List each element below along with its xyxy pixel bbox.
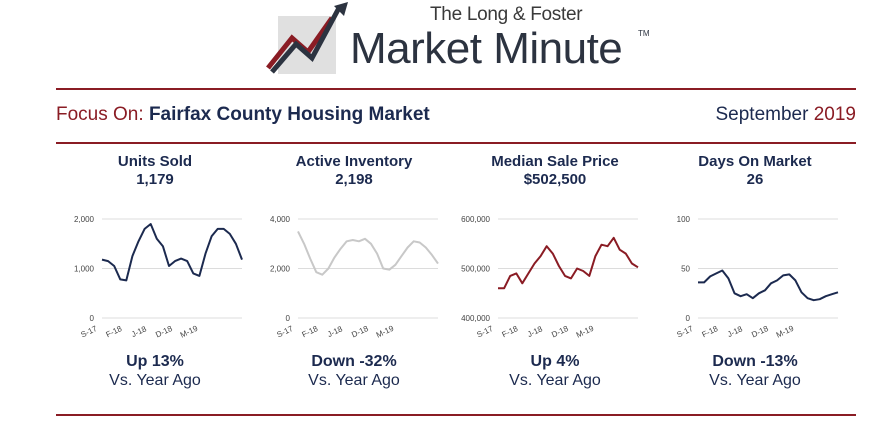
focus-prefix: Focus On: <box>56 104 144 125</box>
x-tick-label: F-18 <box>501 324 520 339</box>
y-tick-label: 0 <box>286 314 291 323</box>
chart-days-on-market: 0 50 100 S-17 F-18 J-18 D-18 M-19 <box>675 215 839 340</box>
focus-heading: Focus On: Fairfax County Housing Market <box>56 104 430 126</box>
x-tick-label: S-17 <box>675 324 695 340</box>
chart-units-sold: 0 1,000 2,000 S-17 F-18 J-18 D-18 M-19 <box>74 215 243 340</box>
focus-title: Fairfax County Housing Market <box>148 104 430 125</box>
panel-value: 26 <box>746 171 764 188</box>
brand-logo <box>262 0 662 80</box>
brand-subtitle: The Long & Foster <box>430 4 583 25</box>
x-tick-label: M-19 <box>375 324 396 340</box>
x-tick-label: D-18 <box>550 324 570 340</box>
x-tick-label: D-18 <box>154 324 174 340</box>
y-tick-label: 100 <box>677 215 691 224</box>
y-tick-label: 2,000 <box>270 265 291 274</box>
change-text: Up 13% <box>126 353 184 370</box>
y-tick-label: 50 <box>681 265 690 274</box>
panel-days-on-market-header: Days On Market 26 <box>655 153 855 189</box>
chart-arrow-logo-icon <box>266 2 348 74</box>
y-tick-label: 1,000 <box>74 265 95 274</box>
x-tick-label: M-19 <box>775 324 796 340</box>
x-tick-label: J-18 <box>726 324 744 339</box>
change-text: Up 4% <box>530 353 580 370</box>
x-tick-label: F-18 <box>105 324 124 339</box>
y-tick-label: 4,000 <box>270 215 291 224</box>
series-line <box>101 223 243 282</box>
y-tick-label: 500,000 <box>461 265 490 274</box>
panel-active-inventory-footer: Down -32% Vs. Year Ago <box>254 352 454 390</box>
comparison-text: Vs. Year Ago <box>509 372 601 389</box>
x-tick-label: D-18 <box>350 324 370 340</box>
series-line <box>498 236 639 290</box>
panel-value: 1,179 <box>136 171 174 188</box>
y-tick-label: 0 <box>686 314 691 323</box>
x-tick-label: S-17 <box>79 324 99 340</box>
x-tick-label: J-18 <box>130 324 148 339</box>
panel-active-inventory-header: Active Inventory 2,198 <box>254 153 454 189</box>
x-tick-label: S-17 <box>275 324 295 340</box>
x-tick-label: D-18 <box>750 324 770 340</box>
y-tick-label: 400,000 <box>461 314 490 323</box>
panel-title: Median Sale Price <box>491 153 619 170</box>
bottom-divider <box>56 414 856 416</box>
x-tick-label: F-18 <box>701 324 720 339</box>
report-period: September 2019 <box>715 104 856 126</box>
panel-days-on-market-footer: Down -13% Vs. Year Ago <box>655 352 855 390</box>
change-text: Down -32% <box>311 353 397 370</box>
x-tick-label: M-19 <box>575 324 596 340</box>
panel-title: Active Inventory <box>295 153 413 170</box>
x-tick-label: J-18 <box>326 324 344 339</box>
report-year: 2019 <box>813 104 856 125</box>
comparison-text: Vs. Year Ago <box>308 372 400 389</box>
y-tick-label: 600,000 <box>461 215 490 224</box>
top-divider <box>56 88 856 90</box>
x-tick-label: M-19 <box>179 324 200 340</box>
brand-title: Market Minute <box>350 24 623 73</box>
y-tick-label: 0 <box>90 314 95 323</box>
panel-median-price-footer: Up 4% Vs. Year Ago <box>455 352 655 390</box>
series-line <box>698 269 839 302</box>
comparison-text: Vs. Year Ago <box>709 372 801 389</box>
report-month: September <box>715 104 809 125</box>
comparison-text: Vs. Year Ago <box>109 372 201 389</box>
x-tick-label: S-17 <box>475 324 495 340</box>
panel-value: 2,198 <box>335 171 373 188</box>
chart-active-inventory: 0 2,000 4,000 S-17 F-18 J-18 D-18 M-19 <box>270 215 439 340</box>
x-tick-label: F-18 <box>301 324 320 339</box>
panel-title: Units Sold <box>117 153 193 170</box>
focus-divider <box>56 142 856 144</box>
panel-units-sold-header: Units Sold 1,179 <box>55 153 255 189</box>
trademark-mark: TM <box>638 29 650 38</box>
panel-median-price-header: Median Sale Price $502,500 <box>455 153 655 189</box>
change-text: Down -13% <box>712 353 798 370</box>
x-tick-label: J-18 <box>526 324 544 339</box>
y-tick-label: 2,000 <box>74 215 95 224</box>
chart-median-sale-price: 400,000 500,000 600,000 S-17 F-18 J-18 D-18 M-1… <box>461 215 639 340</box>
panel-title: Days On Market <box>698 153 812 170</box>
series-line <box>297 230 439 276</box>
panel-units-sold-footer: Up 13% Vs. Year Ago <box>55 352 255 390</box>
panel-value: $502,500 <box>523 171 587 188</box>
